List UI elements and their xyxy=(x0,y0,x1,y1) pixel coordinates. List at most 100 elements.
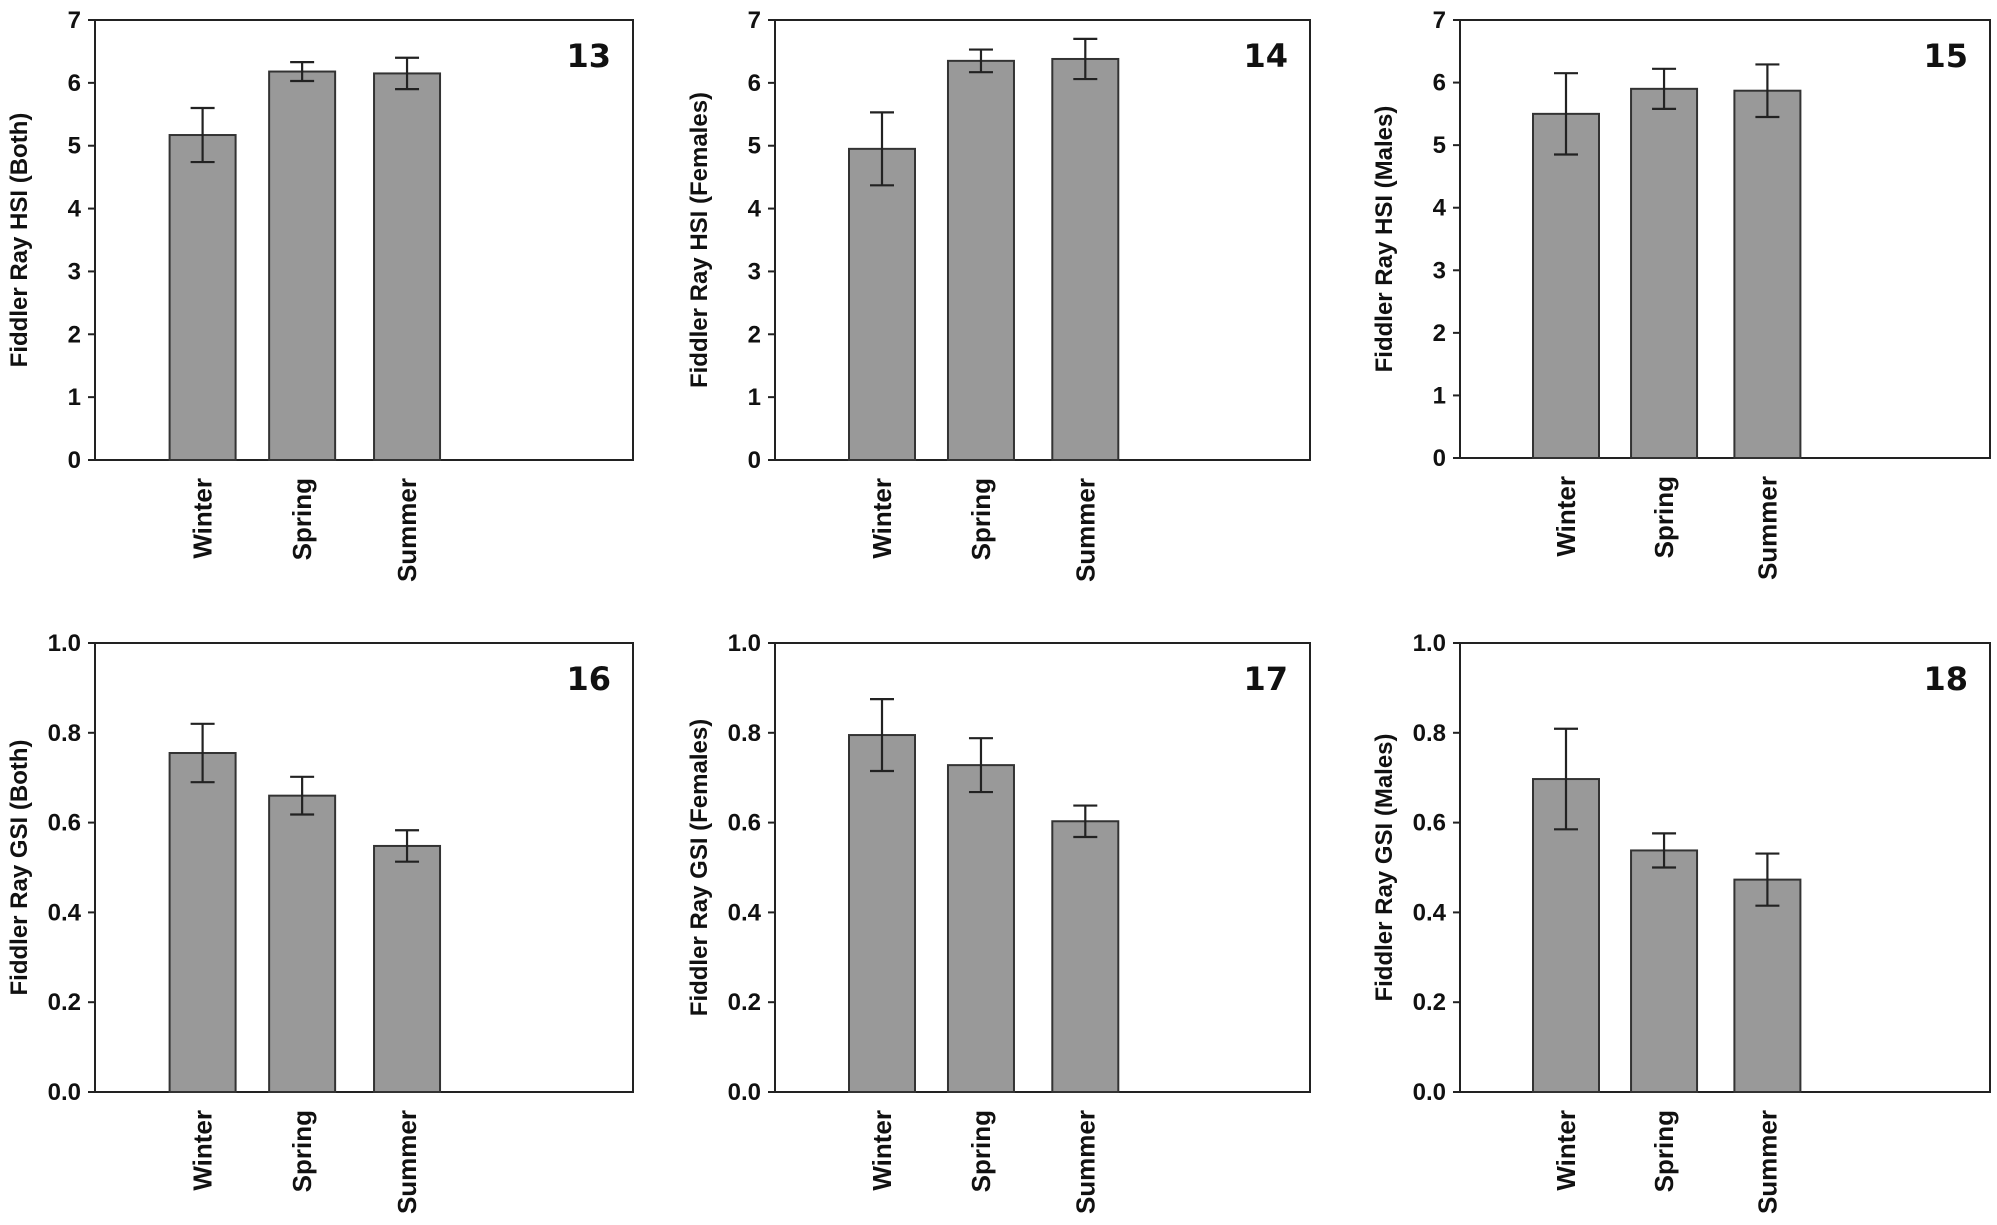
y-tick-label: 4 xyxy=(748,196,762,223)
bar-spring xyxy=(1630,87,1699,459)
error-bar-summer xyxy=(395,56,420,91)
bar-summer xyxy=(373,844,442,1093)
error-bar-winter xyxy=(1554,72,1578,156)
y-tick-label: 0.6 xyxy=(728,810,761,837)
y-axis-label: Fiddler Ray HSI (Males) xyxy=(1371,106,1398,373)
y-tick-label: 3 xyxy=(1433,257,1446,284)
y-tick-label: 0.8 xyxy=(48,720,81,747)
y-tick-label: 1 xyxy=(1433,382,1446,409)
y-tick-label: 3 xyxy=(748,258,761,285)
error-bar-spring xyxy=(290,775,315,816)
y-tick-label: 0.4 xyxy=(1413,899,1447,926)
y-axis-label: Fiddler Ray GSI (Females) xyxy=(686,719,713,1016)
x-category-label: Spring xyxy=(287,478,317,560)
y-tick-label: 0.8 xyxy=(1413,720,1446,747)
panel-number-label: 15 xyxy=(1923,37,1968,75)
y-tick-label: 0.4 xyxy=(728,899,762,926)
x-category-label: Spring xyxy=(1649,476,1679,558)
y-tick-label: 1 xyxy=(748,384,761,411)
plot-frame xyxy=(1459,19,1991,459)
error-bar-summer xyxy=(1755,852,1780,907)
y-tick-label: 4 xyxy=(1433,195,1447,222)
x-category-label: Winter xyxy=(188,1110,218,1191)
y-tick-label: 4 xyxy=(68,196,82,223)
error-bar-winter xyxy=(870,111,894,187)
panel-number-label: 14 xyxy=(1243,37,1288,75)
y-tick-label: 6 xyxy=(68,70,81,97)
x-category-label: Winter xyxy=(1551,1110,1581,1191)
x-category-label: Spring xyxy=(1649,1110,1679,1192)
bar-summer xyxy=(1051,57,1120,461)
plot-frame xyxy=(94,19,634,461)
bar-winter xyxy=(1532,112,1600,459)
y-tick-label: 0.8 xyxy=(728,720,761,747)
error-bar-spring xyxy=(1652,832,1677,869)
y-tick-label: 0.6 xyxy=(1413,810,1446,837)
x-category-label: Spring xyxy=(966,478,996,560)
bar-summer xyxy=(1733,89,1802,459)
x-category-label: Summer xyxy=(1752,1110,1782,1214)
bar-summer xyxy=(1051,820,1120,1093)
bar-spring xyxy=(268,70,337,462)
plot-frame xyxy=(774,642,1311,1093)
panel-number-label: 16 xyxy=(566,660,611,698)
bar-winter xyxy=(1532,778,1600,1093)
y-tick-label: 0.2 xyxy=(728,989,761,1016)
y-tick-label: 0.2 xyxy=(48,989,81,1016)
y-tick-label: 0.0 xyxy=(1413,1079,1446,1106)
y-tick-label: 0.4 xyxy=(48,899,82,926)
y-tick-label: 6 xyxy=(748,70,761,97)
error-bar-winter xyxy=(190,722,215,784)
y-tick-label: 1 xyxy=(68,384,81,411)
x-category-label: Summer xyxy=(1752,476,1782,580)
y-tick-label: 7 xyxy=(68,7,81,34)
x-category-label: Summer xyxy=(392,478,422,582)
y-tick-label: 5 xyxy=(68,133,81,160)
error-bar-spring xyxy=(968,48,993,74)
panel-number-label: 18 xyxy=(1923,660,1968,698)
bar-summer xyxy=(1733,878,1802,1093)
y-axis-label: Fiddler Ray HSI (Females) xyxy=(686,92,713,388)
y-tick-label: 7 xyxy=(1433,7,1446,34)
panel-number-label: 13 xyxy=(566,37,611,75)
x-category-label: Summer xyxy=(1070,478,1100,582)
error-bar-summer xyxy=(1073,37,1098,81)
y-tick-label: 0.0 xyxy=(48,1079,81,1106)
plot-frame xyxy=(1459,642,1991,1093)
x-category-label: Summer xyxy=(392,1110,422,1214)
y-axis-label: Fiddler Ray HSI (Both) xyxy=(6,113,33,368)
panel-number-label: 17 xyxy=(1243,660,1288,698)
plot-frame xyxy=(94,642,634,1093)
y-tick-label: 2 xyxy=(748,321,761,348)
y-tick-label: 3 xyxy=(68,258,81,285)
y-axis-label: Fiddler Ray GSI (Males) xyxy=(1371,733,1398,1001)
bar-summer xyxy=(373,72,442,462)
y-tick-label: 1.0 xyxy=(728,630,761,657)
x-category-label: Winter xyxy=(188,478,218,559)
y-tick-label: 0 xyxy=(68,447,81,474)
y-axis-label: Fiddler Ray GSI (Both) xyxy=(6,739,33,995)
y-tick-label: 1.0 xyxy=(1413,630,1446,657)
y-tick-label: 5 xyxy=(748,133,761,160)
error-bar-spring xyxy=(1652,67,1677,110)
x-category-label: Winter xyxy=(1551,476,1581,557)
y-tick-label: 0.2 xyxy=(1413,989,1446,1016)
y-tick-label: 6 xyxy=(1433,70,1446,97)
error-bar-summer xyxy=(1755,63,1780,119)
bar-spring xyxy=(946,764,1015,1093)
x-category-label: Spring xyxy=(287,1110,317,1192)
error-bar-summer xyxy=(395,829,420,863)
y-tick-label: 2 xyxy=(68,321,81,348)
y-tick-label: 0.6 xyxy=(48,810,81,837)
y-tick-label: 0 xyxy=(1433,445,1446,472)
x-category-label: Winter xyxy=(867,1110,897,1191)
x-category-label: Spring xyxy=(966,1110,996,1192)
y-tick-label: 7 xyxy=(748,7,761,34)
error-bar-winter xyxy=(190,106,215,164)
